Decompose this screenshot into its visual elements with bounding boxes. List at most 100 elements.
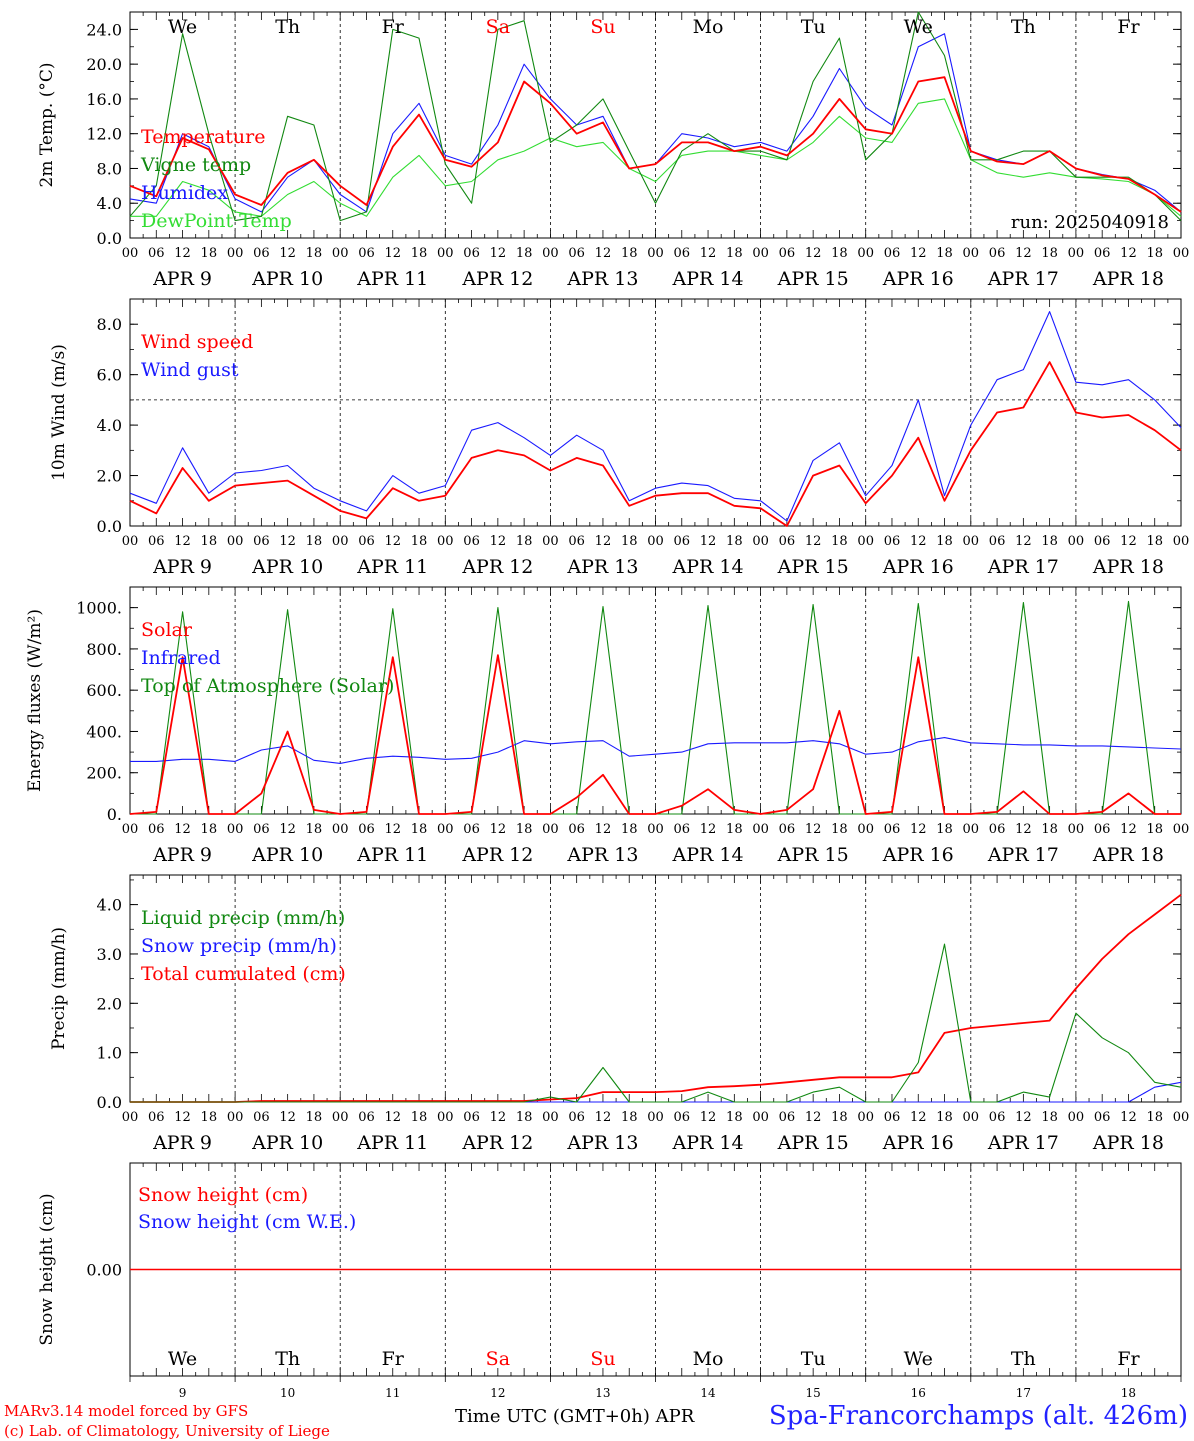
hour-tick-label: 18 <box>516 822 533 837</box>
hour-tick-label: 12 <box>805 822 822 837</box>
hour-tick-label: 00 <box>1173 246 1190 261</box>
day-number-label: 11 <box>385 1386 400 1400</box>
hour-tick-label: 18 <box>411 246 428 261</box>
y-axis-title: 2m Temp. (°C) <box>37 62 57 187</box>
date-label: APR 12 <box>461 1132 533 1154</box>
hour-tick-label: 12 <box>384 534 401 549</box>
legend-entry: Temperature <box>141 126 265 148</box>
series-line <box>130 737 1182 764</box>
hour-tick-label: 18 <box>201 822 218 837</box>
hour-tick-label: 06 <box>148 1110 165 1125</box>
date-label: APR 18 <box>1092 268 1164 290</box>
hour-tick-label: 06 <box>463 534 480 549</box>
hour-tick-label: 06 <box>779 822 796 837</box>
legend-entry: Snow height (cm W.E.) <box>138 1211 356 1233</box>
time-axis-label: Time UTC (GMT+0h) APR <box>455 1406 695 1427</box>
y-tick-label: 0.0 <box>97 229 122 248</box>
hour-tick-label: 00 <box>963 1110 980 1125</box>
hour-tick-label: 00 <box>963 534 980 549</box>
hour-tick-label: 06 <box>148 534 165 549</box>
hour-tick-label: 00 <box>542 246 559 261</box>
hour-tick-label: 06 <box>568 534 585 549</box>
hour-tick-label: 00 <box>1173 1110 1190 1125</box>
hour-tick-label: 00 <box>332 534 349 549</box>
hour-tick-label: 18 <box>936 534 953 549</box>
date-label: APR 14 <box>672 844 744 866</box>
weekday-label: Th <box>275 1348 300 1370</box>
y-tick-label: 2.0 <box>97 994 122 1013</box>
legend-entry: DewPoint Temp <box>141 210 292 232</box>
hour-tick-label: 12 <box>490 1110 507 1125</box>
weekday-label: Su <box>590 1348 615 1370</box>
hour-tick-label: 00 <box>437 822 454 837</box>
legend-entry: Wind gust <box>141 359 239 381</box>
hour-tick-label: 12 <box>279 822 296 837</box>
hour-tick-label: 12 <box>1015 246 1032 261</box>
y-tick-label: 24.0 <box>86 20 122 39</box>
date-label: APR 18 <box>1092 1132 1164 1154</box>
y-tick-label: 20.0 <box>86 55 122 74</box>
weekday-label: We <box>168 16 197 38</box>
hour-tick-label: 18 <box>306 534 323 549</box>
hour-tick-label: 00 <box>437 534 454 549</box>
date-label: APR 13 <box>566 1132 638 1154</box>
hour-tick-label: 18 <box>726 1110 743 1125</box>
hour-tick-label: 12 <box>700 1110 717 1125</box>
y-tick-label: 4.0 <box>97 896 122 915</box>
y-tick-label: 800. <box>86 640 122 659</box>
y-tick-label: 2.0 <box>97 467 122 486</box>
hour-tick-label: 06 <box>1094 534 1111 549</box>
weekday-label: Tu <box>801 16 826 38</box>
hour-tick-label: 06 <box>779 534 796 549</box>
date-label: APR 17 <box>987 268 1059 290</box>
day-number-label: 17 <box>1016 1386 1031 1400</box>
hour-tick-label: 00 <box>332 246 349 261</box>
model-credit: MARv3.14 model forced by GFS <box>4 1402 249 1420</box>
date-label: APR 11 <box>356 1132 428 1154</box>
hour-tick-label: 12 <box>910 246 927 261</box>
legend-entry: Humidex <box>141 182 228 204</box>
hour-tick-label: 18 <box>306 822 323 837</box>
hour-tick-label: 00 <box>227 822 244 837</box>
station-title: Spa-Francorchamps (alt. 426m) <box>768 1401 1188 1431</box>
y-axis-title: Energy fluxes (W/m²) <box>25 609 45 792</box>
hour-tick-label: 12 <box>279 1110 296 1125</box>
date-label: APR 13 <box>566 268 638 290</box>
hour-tick-label: 12 <box>1015 822 1032 837</box>
hour-tick-label: 06 <box>674 246 691 261</box>
hour-tick-label: 06 <box>989 534 1006 549</box>
hour-tick-label: 00 <box>437 1110 454 1125</box>
y-tick-label: 3.0 <box>97 945 122 964</box>
hour-tick-label: 00 <box>1068 246 1085 261</box>
hour-tick-label: 06 <box>989 246 1006 261</box>
hour-tick-label: 18 <box>831 534 848 549</box>
date-label: APR 16 <box>882 844 954 866</box>
hour-tick-label: 12 <box>490 822 507 837</box>
weekday-label: Fr <box>1117 16 1140 38</box>
hour-tick-label: 18 <box>621 822 638 837</box>
hour-tick-label: 00 <box>542 1110 559 1125</box>
hour-tick-label: 06 <box>674 822 691 837</box>
hour-tick-label: 18 <box>306 246 323 261</box>
hour-tick-label: 00 <box>647 1110 664 1125</box>
hour-tick-label: 00 <box>857 246 874 261</box>
hour-tick-label: 18 <box>516 1110 533 1125</box>
weekday-label: Fr <box>382 16 405 38</box>
hour-tick-label: 06 <box>989 1110 1006 1125</box>
date-label: APR 10 <box>251 1132 323 1154</box>
hour-tick-label: 06 <box>568 1110 585 1125</box>
hour-tick-label: 12 <box>1120 534 1137 549</box>
hour-tick-label: 00 <box>1068 822 1085 837</box>
weekday-label: Su <box>590 16 615 38</box>
hour-tick-label: 06 <box>358 1110 375 1125</box>
hour-tick-label: 00 <box>1173 534 1190 549</box>
hour-tick-label: 12 <box>384 246 401 261</box>
hour-tick-label: 06 <box>148 822 165 837</box>
y-tick-label: 200. <box>86 764 122 783</box>
date-label: APR 10 <box>251 268 323 290</box>
hour-tick-label: 12 <box>1120 822 1137 837</box>
hour-tick-label: 06 <box>253 534 270 549</box>
weekday-label: Sa <box>486 1348 510 1370</box>
hour-tick-label: 00 <box>437 246 454 261</box>
hour-tick-label: 00 <box>963 822 980 837</box>
